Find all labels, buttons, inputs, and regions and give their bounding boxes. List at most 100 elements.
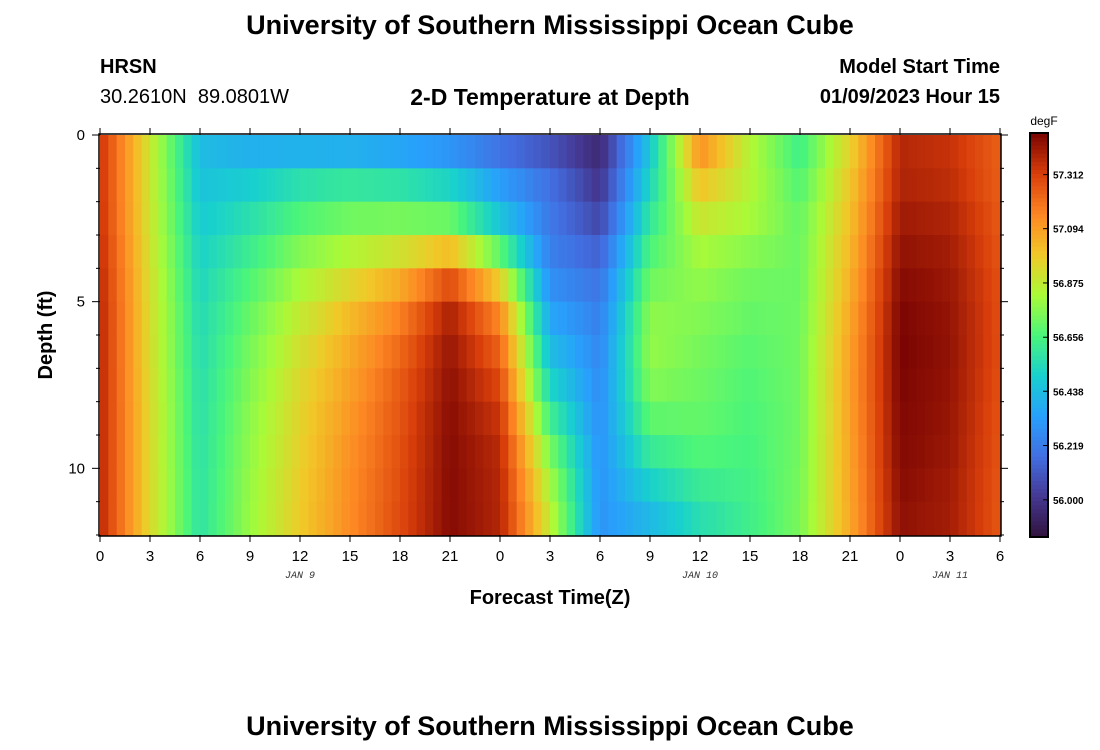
heatmap-cell <box>866 135 876 169</box>
heatmap-cell <box>191 368 201 403</box>
heatmap-cell <box>758 235 768 269</box>
heatmap-cell <box>291 401 301 436</box>
heatmap-cell <box>616 268 626 303</box>
heatmap-cell <box>208 468 218 503</box>
heatmap-cell <box>983 201 993 236</box>
heatmap-cell <box>716 168 726 203</box>
heatmap-cell <box>750 335 759 369</box>
heatmap-cell <box>800 401 809 436</box>
heatmap-cell <box>616 468 626 503</box>
heatmap-cell <box>716 335 726 369</box>
heatmap-cell <box>216 135 226 169</box>
heatmap-cell <box>341 201 351 236</box>
heatmap-cell <box>591 235 601 269</box>
heatmap-cell <box>925 335 934 369</box>
heatmap-cell <box>291 501 301 536</box>
heatmap-cell <box>175 335 184 369</box>
heatmap-cell <box>441 335 451 369</box>
heatmap-cell <box>416 368 426 403</box>
heatmap-cell <box>175 468 184 503</box>
heatmap-cell <box>983 168 993 203</box>
heatmap-cell <box>883 201 893 236</box>
heatmap-cell <box>983 401 993 436</box>
colorbar-segment <box>1030 359 1048 364</box>
heatmap-cell <box>858 168 868 203</box>
heatmap-cell <box>158 301 168 336</box>
heatmap-cell <box>966 501 976 536</box>
heatmap-cell <box>650 235 659 269</box>
heatmap-cell <box>816 301 826 336</box>
heatmap-cell <box>525 401 534 436</box>
heatmap-cell <box>150 301 159 336</box>
heatmap-cell <box>800 235 809 269</box>
x-tick-label: 21 <box>442 548 459 565</box>
heatmap-cell <box>408 235 418 269</box>
heatmap-cell <box>516 501 526 536</box>
heatmap-cell <box>666 401 676 436</box>
heatmap-cell <box>475 135 484 169</box>
colorbar-segment <box>1030 250 1048 255</box>
heatmap-cell <box>275 135 284 169</box>
heatmap-cell <box>450 235 459 269</box>
heatmap-cell <box>425 268 434 303</box>
heatmap-cell <box>308 201 318 236</box>
heatmap-cell <box>791 301 801 336</box>
heatmap-cell <box>550 501 559 536</box>
heatmap-cell <box>191 135 201 169</box>
heatmap-cell <box>541 201 551 236</box>
colorbar-segment <box>1030 528 1048 534</box>
x-tick-label: 9 <box>246 548 254 565</box>
colorbar-segment <box>1030 133 1048 138</box>
heatmap-cell <box>741 201 751 236</box>
heatmap-cell <box>158 135 168 169</box>
heatmap-cell <box>591 501 601 536</box>
heatmap-cell <box>250 368 259 403</box>
heatmap-cell <box>483 235 493 269</box>
heatmap-cell <box>416 235 426 269</box>
heatmap-cell <box>483 301 493 336</box>
heatmap-cell <box>150 435 159 469</box>
heatmap-cell <box>391 301 401 336</box>
heatmap-cell <box>358 168 368 203</box>
heatmap-cell <box>691 501 701 536</box>
heatmap-cell <box>350 335 359 369</box>
heatmap-cell <box>425 435 434 469</box>
heatmap-cell <box>575 168 584 203</box>
heatmap-cell <box>341 401 351 436</box>
colorbar-segment <box>1030 238 1048 243</box>
heatmap-cell <box>491 335 501 369</box>
heatmap-cell <box>133 168 143 203</box>
heatmap-cell <box>558 401 568 436</box>
heatmap-cell <box>675 468 684 503</box>
heatmap-cell <box>258 335 268 369</box>
heatmap-cell <box>133 468 143 503</box>
heatmap-cell <box>125 468 134 503</box>
heatmap-cell <box>650 435 659 469</box>
heatmap-cell <box>175 401 184 436</box>
heatmap-cell <box>983 235 993 269</box>
heatmap-cell <box>733 401 743 436</box>
heatmap-cell <box>250 135 259 169</box>
heatmap-cell <box>775 468 784 503</box>
heatmap-cell <box>725 235 734 269</box>
heatmap-cell <box>558 168 568 203</box>
heatmap-cell <box>566 368 576 403</box>
colorbar-segment <box>1030 197 1048 203</box>
heatmap-cell <box>300 168 309 203</box>
heatmap-cell <box>291 468 301 503</box>
heatmap-cell <box>891 501 901 536</box>
heatmap-cell <box>483 368 493 403</box>
colorbar-segment <box>1030 205 1048 211</box>
heatmap-cell <box>183 468 193 503</box>
heatmap-cell <box>958 335 968 369</box>
heatmap-cell <box>483 501 493 536</box>
heatmap-cell <box>266 501 276 536</box>
heatmap-cell <box>341 468 351 503</box>
heatmap-cell <box>208 301 218 336</box>
colorbar-segment <box>1030 524 1048 530</box>
colorbar-segment <box>1030 335 1048 340</box>
heatmap-cell <box>200 168 209 203</box>
heatmap-cell <box>458 401 468 436</box>
heatmap-cell <box>833 468 843 503</box>
heatmap-cell <box>591 301 601 336</box>
